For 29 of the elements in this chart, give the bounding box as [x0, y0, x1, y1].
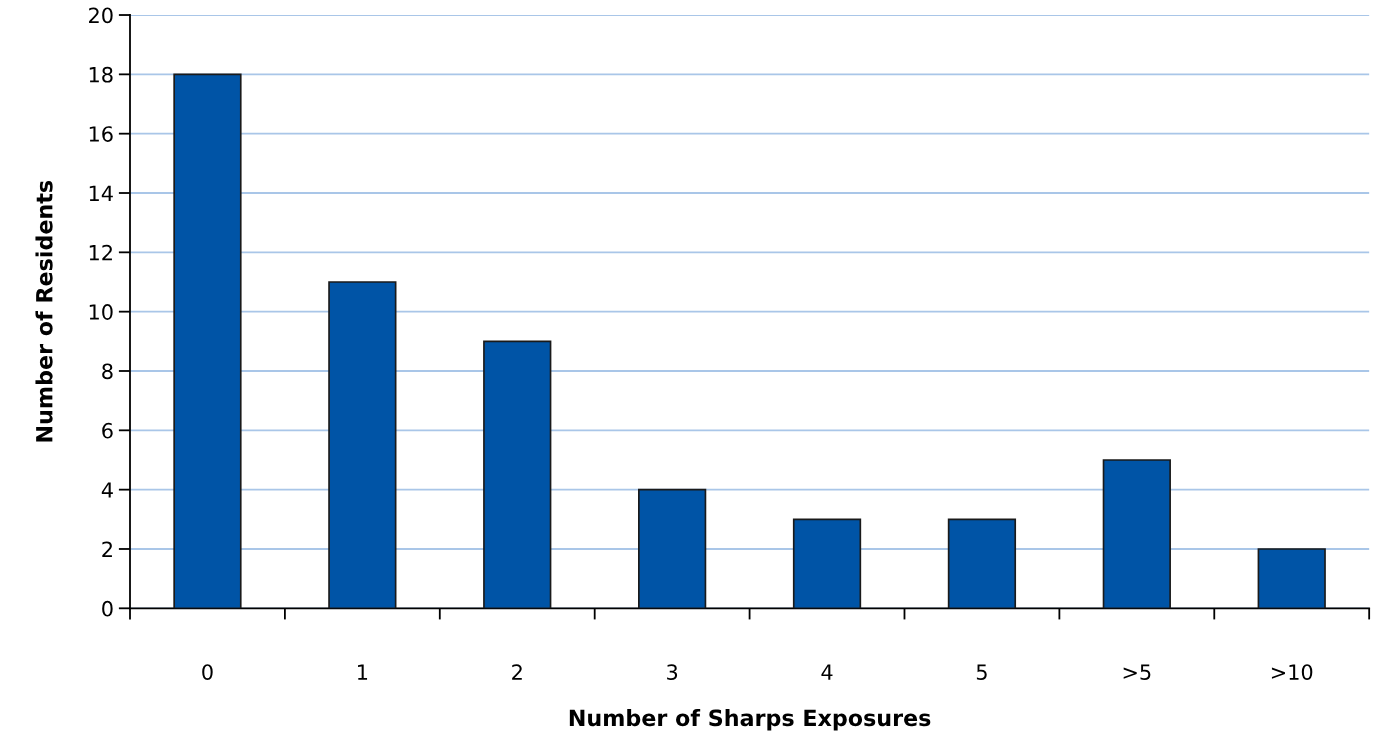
- bar: [947, 518, 1017, 609]
- bar: [1102, 459, 1171, 609]
- y-tick-label: 8: [102, 363, 113, 380]
- y-axis-title: Number of Residents: [35, 180, 53, 442]
- bar: [1257, 548, 1326, 609]
- x-axis-title: Number of Sharps Exposures: [569, 709, 931, 731]
- y-tick-label: 2: [102, 541, 112, 557]
- x-tick-label: >10: [1271, 664, 1313, 680]
- x-tick-label: 1: [358, 664, 368, 680]
- y-tick-label: 10: [89, 304, 113, 320]
- bar: [638, 488, 707, 609]
- y-tick-label: 12: [89, 244, 112, 261]
- bar: [792, 518, 862, 609]
- y-tick-label: 16: [89, 126, 113, 142]
- x-tick-label: 5: [976, 664, 987, 680]
- y-tick-label: 20: [89, 7, 113, 24]
- bar: [483, 340, 552, 609]
- bar: [173, 73, 242, 609]
- y-tick-label: 4: [101, 482, 113, 498]
- x-tick-label: 4: [821, 664, 833, 680]
- x-tick-label: >5: [1123, 664, 1151, 680]
- x-tick-label: 2: [512, 664, 522, 680]
- y-tick-label: 14: [89, 185, 113, 201]
- y-tick-label: 18: [89, 66, 113, 83]
- y-tick-label: 6: [102, 422, 113, 439]
- y-tick-label: 0: [102, 600, 113, 617]
- bar: [328, 281, 397, 609]
- x-tick-label: 3: [667, 664, 678, 680]
- x-tick-label: 0: [202, 664, 213, 680]
